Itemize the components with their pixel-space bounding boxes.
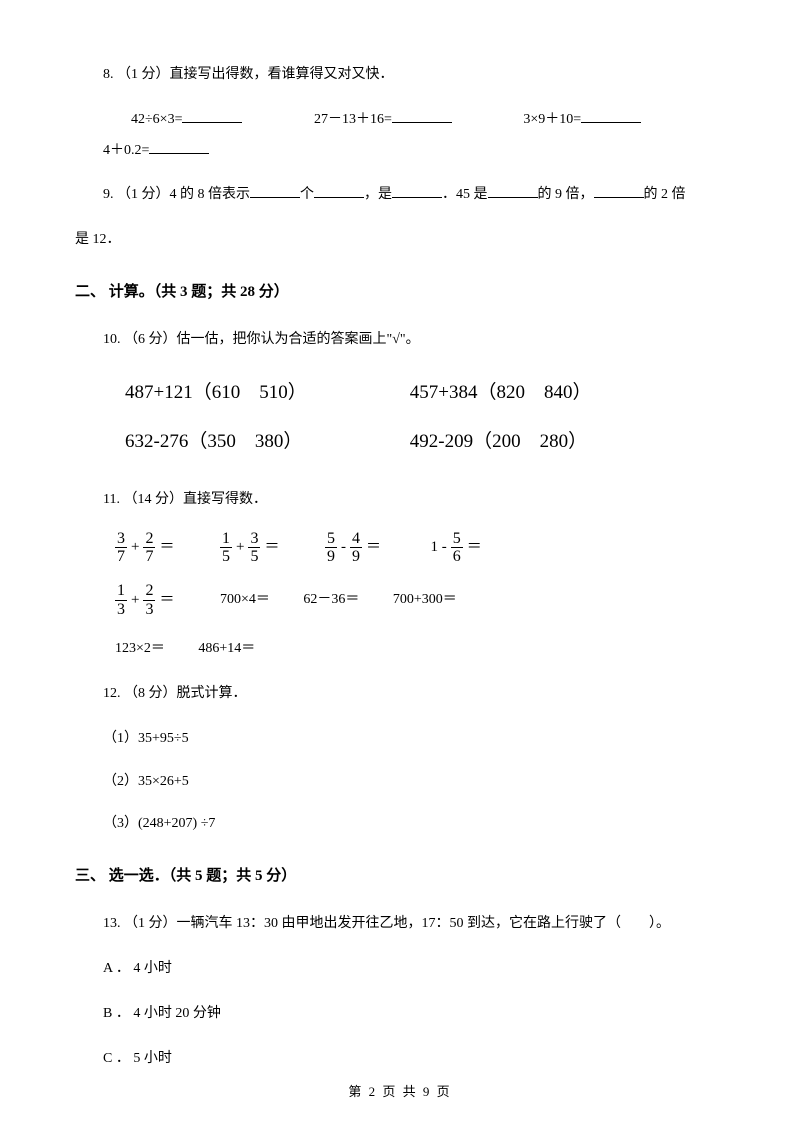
question-8: 8. （1 分）直接写出得数，看谁算得又对又快． (75, 60, 725, 91)
blank (581, 105, 641, 123)
q12-label: 12. （8 分）脱式计算． (103, 686, 247, 701)
blank (314, 180, 364, 198)
frac-expr-2: 59-49＝ (325, 530, 385, 566)
q11-plain-row-3: 123×2＝ 486+14＝ (75, 634, 725, 665)
q8-equations: 42÷6×3= 27－13＋16= 3×9＋10= 4＋0.2= (75, 105, 725, 167)
blank (392, 180, 442, 198)
q8-eq-1: 27－13＋16= (286, 105, 452, 136)
q10-row-0: 487+121（610 510） 457+384（820 840） (125, 370, 725, 416)
blank (250, 180, 300, 198)
blank (149, 136, 209, 154)
section-2-header: 二、 计算。（共 3 题；共 28 分） (75, 276, 725, 309)
q10-label: 10. （6 分）估一估，把你认为合适的答案画上"√"。 (103, 332, 420, 347)
q13-option-b: B ． 4 小时 20 分钟 (75, 999, 725, 1030)
section-3-header: 三、 选一选．（共 5 题；共 5 分） (75, 860, 725, 893)
question-13: 13. （1 分）一辆汽车 13：30 由甲地出发开往乙地，17：50 到达，它… (75, 909, 725, 940)
blank (392, 105, 452, 123)
q13-option-a: A ． 4 小时 (75, 954, 725, 985)
q8-eq-0: 42÷6×3= (103, 105, 242, 136)
question-12: 12. （8 分）脱式计算． (75, 679, 725, 710)
q12-item-2: （3）(248+207) ÷7 (75, 809, 725, 840)
question-9-cont: 是 12． (75, 225, 725, 256)
blank (488, 180, 538, 198)
plain-3: 123×2＝ (115, 634, 165, 665)
q8-eq-2: 3×9＋10= (495, 105, 641, 136)
q11-frac-row-2: 13+23＝ 700×4＝ 62－36＝ 700+300＝ (75, 582, 725, 618)
q12-item-1: （2）35×26+5 (75, 767, 725, 798)
question-10: 10. （6 分）估一估，把你认为合适的答案画上"√"。 (75, 325, 725, 356)
question-11: 11. （14 分）直接写得数． (75, 485, 725, 516)
plain-0: 700×4＝ (220, 593, 270, 607)
blank (182, 105, 242, 123)
plain-4: 486+14＝ (198, 634, 255, 665)
frac-expr-1: 15+35＝ (220, 530, 283, 566)
q13-option-c: C ． 5 小时 (75, 1044, 725, 1075)
question-9: 9. （1 分）4 的 8 倍表示个，是．45 是的 9 倍，的 2 倍 (75, 180, 725, 211)
q12-item-0: （1）35+95÷5 (75, 724, 725, 755)
page-footer: 第 2 页 共 9 页 (0, 1078, 800, 1107)
frac-expr-0: 37+27＝ (115, 530, 178, 566)
plain-2: 700+300＝ (393, 593, 457, 607)
q13-label: 13. （1 分）一辆汽车 13：30 由甲地出发开往乙地，17：50 到达，它… (103, 916, 670, 931)
q10-row-1: 632-276（350 380） 492-209（200 280） (125, 419, 725, 465)
q10-block: 487+121（610 510） 457+384（820 840） 632-27… (75, 370, 725, 465)
blank (594, 180, 644, 198)
q11-label: 11. （14 分）直接写得数． (103, 492, 267, 507)
frac-expr-3: 1 -56＝ (426, 530, 485, 566)
q11-frac-row-1: 37+27＝ 15+35＝ 59-49＝ 1 -56＝ (75, 530, 725, 566)
frac-expr-4: 13+23＝ (115, 582, 178, 618)
q8-label: 8. （1 分）直接写出得数，看谁算得又对又快． (103, 67, 394, 82)
plain-1: 62－36＝ (303, 593, 359, 607)
q8-eq-3: 4＋0.2= (75, 136, 209, 167)
